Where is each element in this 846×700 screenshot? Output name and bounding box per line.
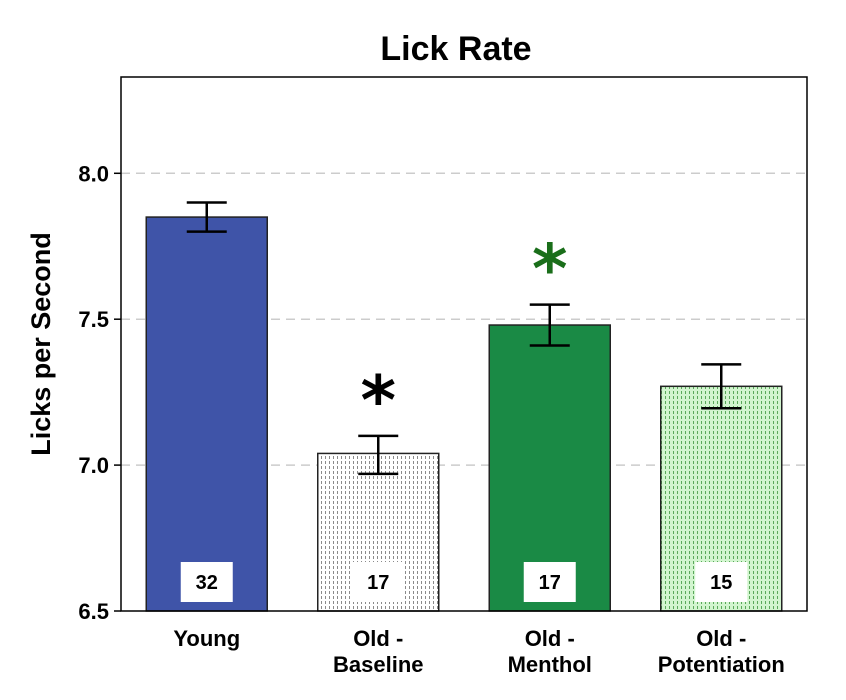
- x-category-label-line: Menthol: [508, 652, 592, 677]
- sample-size-label: 15: [710, 572, 732, 594]
- y-tick-label: 7.5: [78, 307, 109, 332]
- sample-size-label: 17: [367, 572, 389, 594]
- x-category-label-line: Old -: [696, 626, 746, 651]
- x-category-label-line: Potentiation: [658, 652, 785, 677]
- x-category-label-line: Young: [173, 626, 240, 651]
- x-category-label-line: Old -: [353, 626, 403, 651]
- plot-frame: [120, 76, 808, 612]
- sample-size-box: [695, 562, 748, 602]
- x-category-label-line: Baseline: [333, 652, 424, 677]
- x-category-label: Old -Baseline: [333, 626, 424, 677]
- bars: [145, 216, 783, 612]
- sample-size-box: [352, 562, 405, 602]
- error-bars: [186, 201, 742, 476]
- sample-size-labels: 32 17 17 15: [180, 562, 748, 602]
- significance-star: *: [532, 231, 568, 310]
- sample-size-label: 32: [196, 572, 218, 594]
- y-tick-label: 6.5: [78, 599, 109, 624]
- bar: [145, 216, 268, 612]
- sample-size-label: 17: [539, 572, 561, 594]
- x-category-label: Old -Potentiation: [658, 626, 785, 677]
- sample-size-box: [523, 562, 576, 602]
- y-axis-label: Licks per Second: [26, 232, 56, 456]
- significance-markers: **: [360, 231, 567, 441]
- significance-star: *: [360, 362, 396, 441]
- chart-title: Lick Rate: [380, 30, 531, 68]
- x-category-label-line: Old -: [525, 626, 575, 651]
- y-tick-label: 7.0: [78, 453, 109, 478]
- y-axis-ticks: 6.5 7.0 7.5 8.0: [78, 161, 121, 624]
- x-category-label: Young: [173, 626, 240, 651]
- sample-size-box: [180, 562, 233, 602]
- y-tick-label: 8.0: [78, 161, 109, 186]
- x-category-label: Old -Menthol: [508, 626, 592, 677]
